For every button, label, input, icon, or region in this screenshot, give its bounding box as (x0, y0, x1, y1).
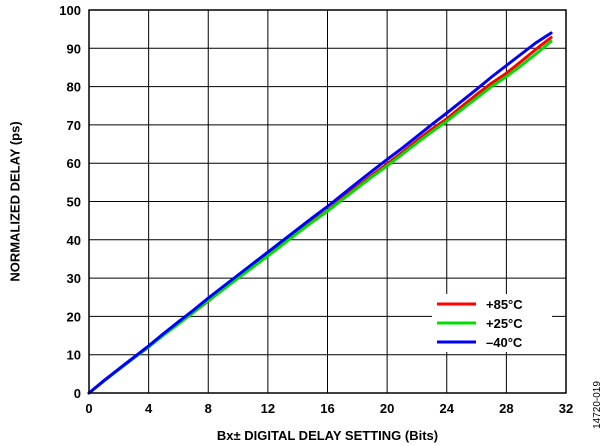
y-tick-label: 70 (67, 118, 81, 133)
x-tick-label: 28 (499, 401, 513, 416)
figure-id: 14720-019 (592, 381, 603, 429)
series-line-2 (87, 31, 553, 395)
x-tick-label: 12 (261, 401, 275, 416)
grid (88, 9, 567, 394)
y-tick-label: 80 (67, 80, 81, 95)
legend-label-1: +25°C (486, 316, 523, 331)
x-tick-labels: 0 4 8 12 16 20 24 28 32 (85, 401, 573, 416)
y-tick-label: 0 (74, 386, 81, 401)
x-tick-label: 24 (440, 401, 455, 416)
legend: +85°C +25°C –40°C (432, 294, 552, 352)
x-tick-label: 0 (85, 401, 92, 416)
x-tick-label: 20 (380, 401, 394, 416)
x-tick-label: 8 (205, 401, 212, 416)
x-tick-label: 4 (145, 401, 153, 416)
y-tick-labels: 0 10 20 30 40 50 60 70 80 90 100 (59, 3, 81, 401)
y-tick-label: 20 (67, 309, 81, 324)
y-axis-title: NORMALIZED DELAY (ps) (7, 121, 22, 281)
legend-label-2: –40°C (486, 335, 523, 350)
y-tick-label: 30 (67, 271, 81, 286)
x-tick-label: 16 (320, 401, 334, 416)
y-tick-label: 60 (67, 156, 81, 171)
y-tick-label: 10 (67, 348, 81, 363)
y-tick-label: 50 (67, 195, 81, 210)
series-lines (87, 31, 553, 395)
y-tick-label: 40 (67, 233, 81, 248)
y-tick-label: 100 (59, 3, 81, 18)
x-tick-label: 32 (559, 401, 573, 416)
y-tick-label: 90 (67, 41, 81, 56)
x-axis-title: Bx± DIGITAL DELAY SETTING (Bits) (217, 428, 438, 443)
plot-frame (88, 9, 567, 394)
legend-label-0: +85°C (486, 297, 523, 312)
